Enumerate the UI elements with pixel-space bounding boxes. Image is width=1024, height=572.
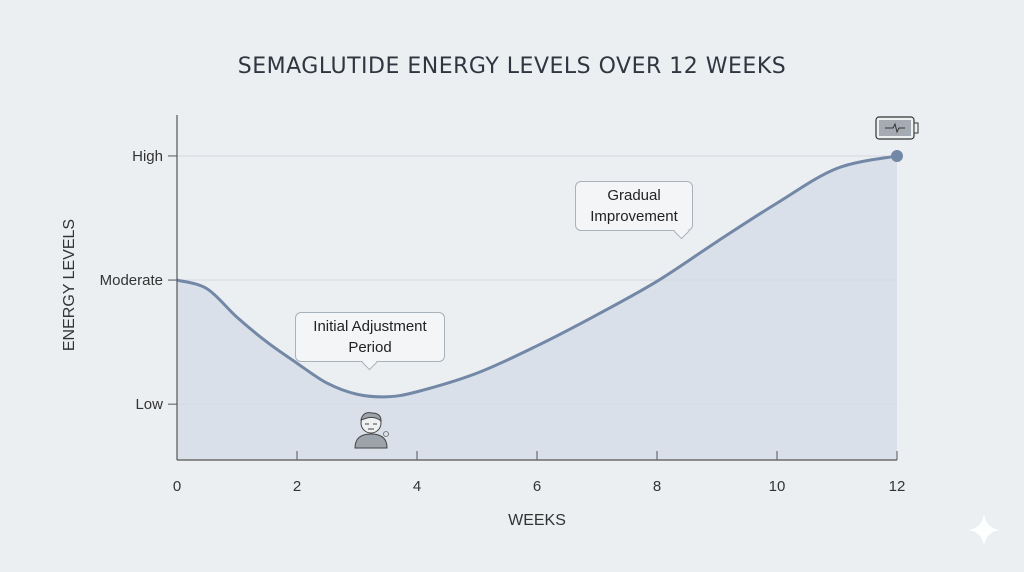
x-tick-label: 10 [769,478,786,495]
y-tick-label: High [132,148,163,165]
x-tick-label: 4 [413,478,421,495]
x-tick-label: 2 [293,478,301,495]
annotation-line: Initial Adjustment [313,318,427,335]
x-tick-label: 12 [889,478,906,495]
end-point-marker [891,149,903,162]
annotation-gradual-improvement: Gradual Improvement [575,181,693,231]
x-tick-label: 6 [533,478,541,495]
x-tick-label: 8 [653,478,661,495]
annotation-line: Period [348,339,392,356]
annotation-line: Gradual [607,187,661,204]
y-tick-label: Low [135,396,163,413]
y-tick-label: Moderate [100,272,163,289]
chart-title: SEMAGLUTIDE ENERGY LEVELS OVER 12 WEEKS [238,54,786,79]
series-area [177,155,897,460]
series-line [176,154,898,399]
annotation-line: Improvement [590,208,678,225]
y-axis-label: ENERGY LEVELS [61,219,78,351]
x-tick-label: 0 [173,478,181,495]
x-axis-label: WEEKS [508,512,566,529]
y-ticks: Low Moderate High [100,148,177,413]
sparkle-icon [968,514,1000,546]
battery-full-icon [875,116,919,140]
annotation-initial-adjustment: Initial Adjustment Period [295,312,445,362]
x-ticks: 0 2 4 6 8 10 12 [173,451,906,495]
tired-person-icon [354,412,389,449]
